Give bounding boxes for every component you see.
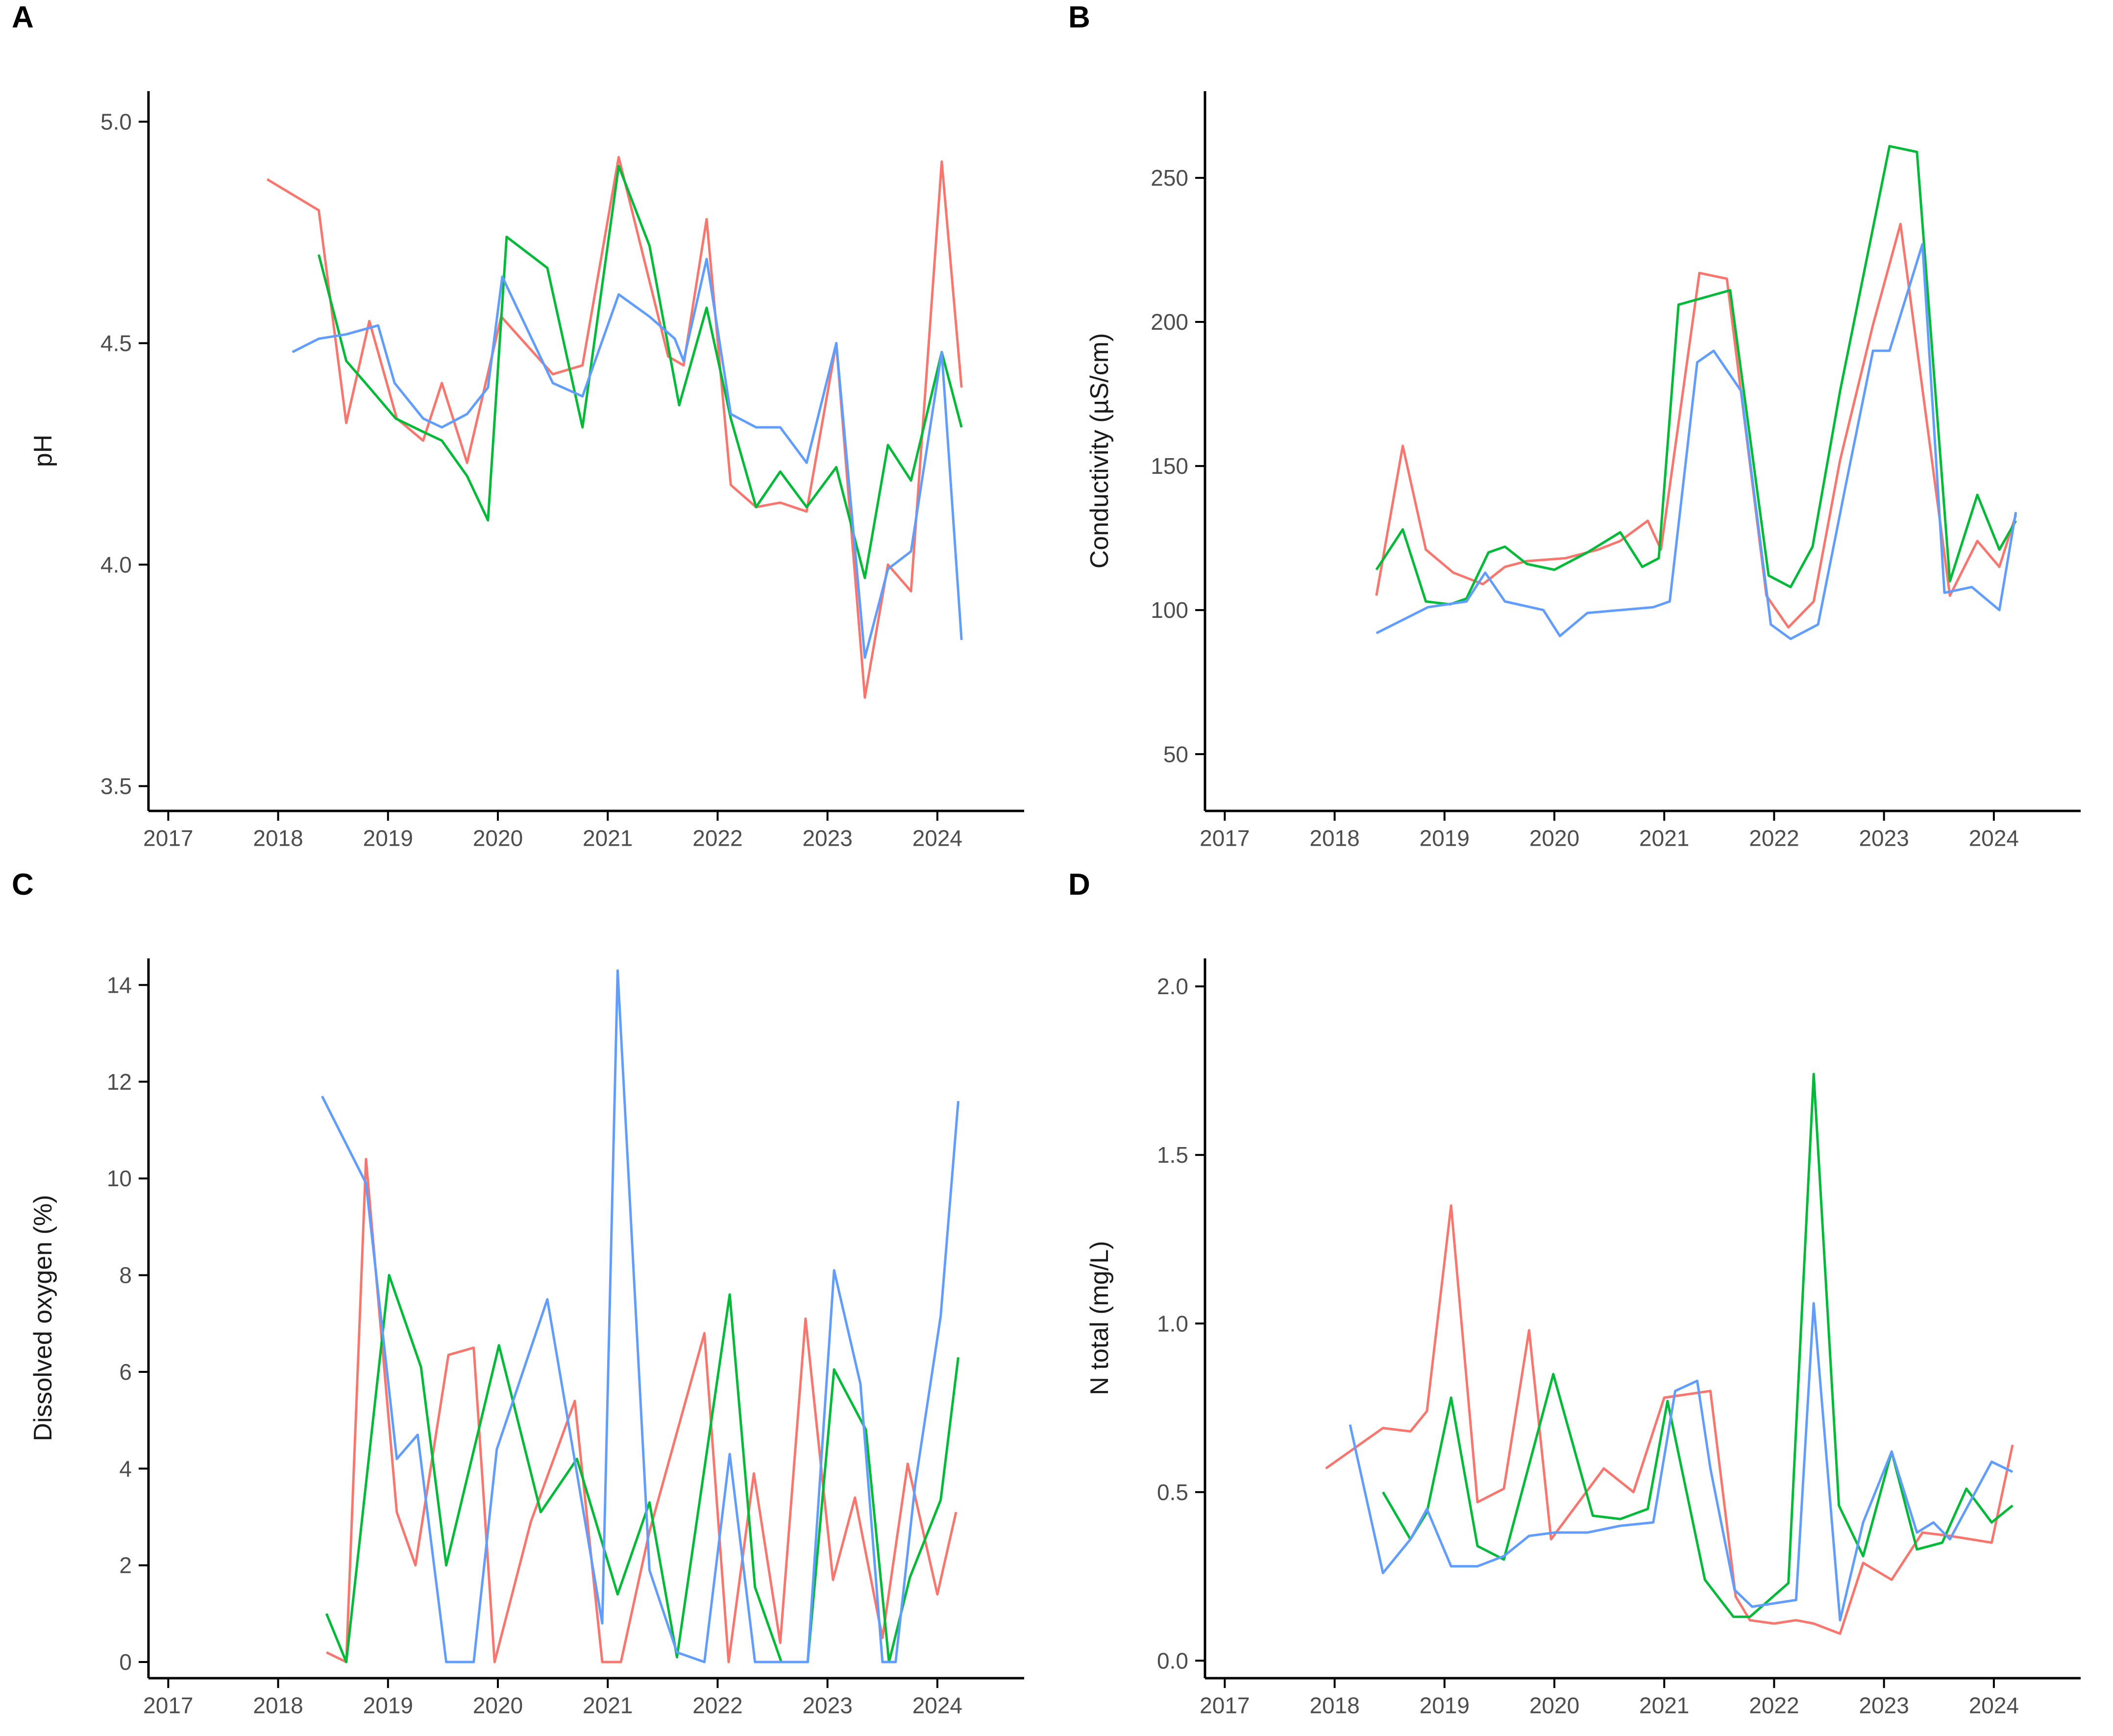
- y-tick-label: 4: [119, 1456, 132, 1481]
- x-tick-label: 2019: [363, 1693, 413, 1718]
- x-tick-label: 2019: [363, 826, 413, 851]
- panel-letter-C: C: [12, 868, 34, 902]
- y-tick-label: 0: [119, 1649, 132, 1675]
- y-tick-label: 0.0: [1157, 1648, 1188, 1673]
- x-tick-label: 2021: [1639, 826, 1689, 851]
- series-red-line: [326, 1158, 958, 1663]
- series-green-line: [325, 1274, 959, 1663]
- panel-letter-D: D: [1068, 868, 1090, 902]
- x-tick-label: 2020: [473, 826, 523, 851]
- y-tick-label: 14: [107, 972, 132, 998]
- y-tick-label: 4.0: [100, 552, 132, 577]
- y-tick-label: 12: [107, 1069, 132, 1095]
- y-tick-label: 200: [1151, 309, 1188, 335]
- series-red-line: [1325, 1204, 2014, 1635]
- y-tick-label: 100: [1151, 597, 1188, 623]
- panel-A-ph: A pH 2017 2018 2019 2020 2021 2022 2023 2024 5.0…: [0, 0, 1056, 869]
- line-chart-conductivity: 2017 2018 2019 2020 2021 2022 2023 2024 250 200 15…: [1151, 91, 2081, 851]
- x-tick-label: 2018: [1309, 826, 1359, 851]
- x-tick-label: 2020: [473, 1693, 523, 1718]
- x-tick-label: 2018: [253, 826, 303, 851]
- line-chart-n-total: 2017 2018 2019 2020 2021 2022 2023 2024 2.0 1.5 1.…: [1157, 958, 2081, 1718]
- panel-letter-A: A: [12, 0, 34, 34]
- x-tick-label: 2021: [583, 826, 633, 851]
- series-blue-line: [1376, 243, 2017, 640]
- series-red-line: [266, 156, 963, 699]
- x-tick-label: 2023: [802, 1693, 852, 1718]
- line-chart-dissolved-oxygen: 2017 2018 2019 2020 2021 2022 2023 2024 14 12 10 8 6…: [107, 958, 1024, 1718]
- y-tick-label: 1.0: [1157, 1311, 1188, 1336]
- y-tick-label: 2.0: [1157, 974, 1188, 999]
- series-green-line: [1382, 1073, 2014, 1618]
- y-tick-label: 3.5: [100, 773, 132, 799]
- y-tick-label: 6: [119, 1359, 132, 1385]
- y-tick-label: 5.0: [100, 109, 132, 134]
- x-tick-label: 2022: [692, 826, 742, 851]
- y-tick-label: 250: [1151, 165, 1188, 191]
- x-tick-label: 2022: [1749, 1693, 1799, 1718]
- x-tick-label: 2023: [802, 826, 852, 851]
- x-tick-label: 2022: [1749, 826, 1799, 851]
- y-tick-label: 4.5: [100, 330, 132, 356]
- x-tick-label: 2024: [912, 826, 962, 851]
- x-tick-label: 2024: [1969, 1693, 2019, 1718]
- x-tick-label: 2017: [143, 826, 193, 851]
- x-tick-label: 2018: [253, 1693, 303, 1718]
- x-tick-label: 2018: [1309, 1693, 1359, 1718]
- panel-B-conductivity: B Conductivity (µS/cm) 2017 2018 2019 2020 2…: [1056, 0, 2113, 869]
- x-tick-label: 2017: [1200, 1693, 1250, 1718]
- x-tick-label: 2021: [583, 1693, 633, 1718]
- series-green-line: [1375, 145, 2017, 606]
- y-tick-label: 0.5: [1157, 1479, 1188, 1505]
- x-tick-label: 2021: [1639, 1693, 1689, 1718]
- x-tick-label: 2023: [1859, 826, 1909, 851]
- y-tick-label: 10: [107, 1166, 132, 1191]
- y-tick-label: 150: [1151, 453, 1188, 479]
- x-tick-label: 2020: [1529, 1693, 1579, 1718]
- series-red-line: [1375, 222, 2017, 629]
- x-tick-label: 2019: [1420, 1693, 1470, 1718]
- y-tick-label: 50: [1163, 741, 1188, 767]
- series-blue-line: [292, 258, 963, 659]
- x-tick-label: 2023: [1859, 1693, 1909, 1718]
- x-tick-label: 2020: [1529, 826, 1579, 851]
- series-blue-line: [321, 969, 959, 1663]
- series-green-line: [318, 165, 963, 579]
- y-tick-label: 8: [119, 1263, 132, 1288]
- series-blue-line: [1349, 1302, 2014, 1622]
- x-tick-label: 2017: [143, 1693, 193, 1718]
- x-tick-label: 2024: [1969, 826, 2019, 851]
- y-tick-label: 2: [119, 1553, 132, 1578]
- y-tick-label: 1.5: [1157, 1142, 1188, 1168]
- line-chart-ph: 2017 2018 2019 2020 2021 2022 2023 2024 5.0 4.5 4.…: [100, 91, 1024, 851]
- x-tick-label: 2024: [912, 1693, 962, 1718]
- x-tick-label: 2019: [1420, 826, 1470, 851]
- x-tick-label: 2017: [1200, 826, 1250, 851]
- panel-letter-B: B: [1068, 0, 1090, 34]
- x-tick-label: 2022: [692, 1693, 742, 1718]
- panel-C-dissolved-oxygen: C Dissolved oxygen (%) 2017 2018 2019 2020 2…: [0, 867, 1056, 1736]
- panel-D-n-total: D N total (mg/L) 2017 2018 2019 2020 2021 202…: [1056, 867, 2113, 1736]
